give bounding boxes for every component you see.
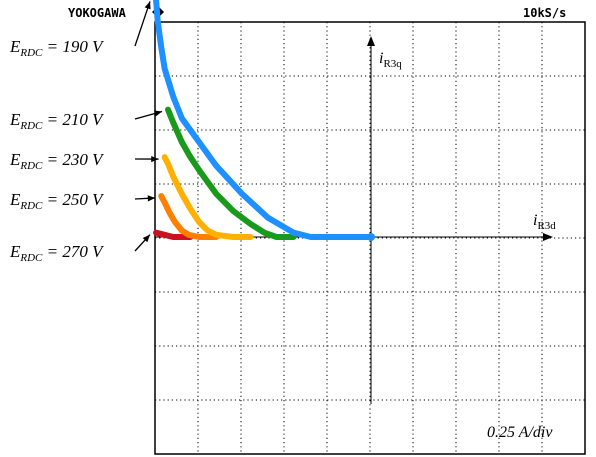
series-label-arrowhead [154,110,163,117]
series-label: ERDC = 210 V [9,110,105,132]
trace-190v [153,0,374,240]
series-label: ERDC = 190 V [9,37,105,59]
series-label-arrowhead [151,155,159,163]
series-label: ERDC = 250 V [9,190,105,212]
y-axis-label: iR3q [379,50,402,70]
trace-230v [161,154,254,240]
q-axis [367,36,375,404]
sample-rate-label: 10kS/s [523,6,566,20]
origin-endpoint [367,233,375,241]
series-label-arrowhead [147,195,156,202]
brand-label: YOKOGAWA [68,6,127,20]
series-label: ERDC = 230 V [9,150,105,172]
traces [153,0,375,241]
x-axis-label: iR3d [533,212,556,232]
trace-270v [153,229,194,240]
scale-label: 0.25 A/div [487,424,553,441]
trace-250v [158,193,220,240]
series-label: ERDC = 270 V [9,242,105,264]
series-label-pointer [134,1,151,47]
trace-210v [165,106,297,240]
series-label-arrowhead [144,1,151,10]
series-label-arrowhead [142,234,150,243]
series-labels: ERDC = 190 V ERDC = 210 V ERDC = 230 V ERDC… [9,1,163,264]
